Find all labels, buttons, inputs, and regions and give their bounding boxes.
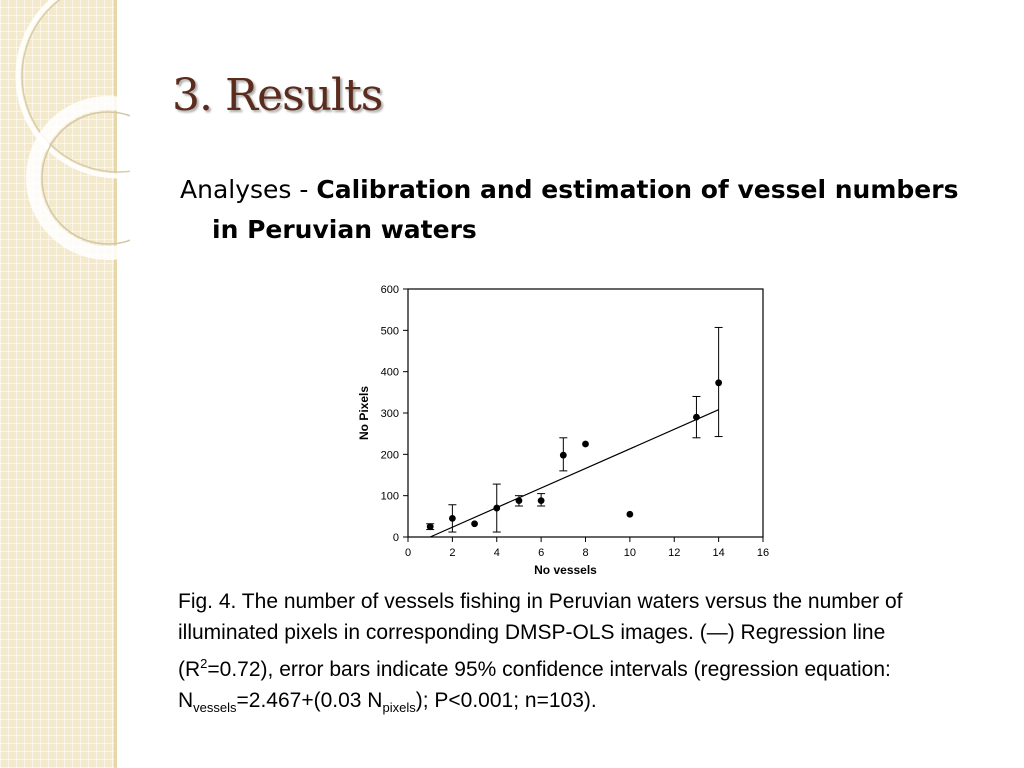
y-tick-label: 200 <box>381 449 399 461</box>
x-axis-label: No vessels <box>534 563 597 577</box>
data-point <box>715 379 723 387</box>
x-tick-label: 0 <box>405 547 411 559</box>
caption-vessels-subscript: vessels <box>193 700 237 716</box>
y-tick-label: 500 <box>381 325 399 337</box>
data-point <box>537 497 545 505</box>
data-point <box>626 510 634 518</box>
y-tick-label: 600 <box>381 284 399 296</box>
caption-r2-superscript: 2 <box>200 656 208 671</box>
data-point <box>448 515 456 522</box>
figure-caption: Fig. 4. The number of vessels fishing in… <box>178 586 968 723</box>
regression-line <box>429 409 719 538</box>
data-point <box>559 451 567 459</box>
data-point <box>493 504 501 512</box>
data-point <box>471 520 478 528</box>
x-tick-label: 8 <box>582 547 588 559</box>
slide-subtitle: Analyses - Calibration and estimation of… <box>180 170 972 250</box>
data-point <box>426 523 434 531</box>
y-tick-label: 300 <box>381 408 399 420</box>
subtitle-bold: Calibration and estimation of vessel num… <box>212 175 959 244</box>
data-point <box>693 413 700 421</box>
x-tick-label: 10 <box>624 547 636 559</box>
scatter-chart: 0 2 4 6 8 10 12 14 16 0 100 200 300 400 500 600 No vesse… <box>357 284 769 577</box>
y-axis-label: No Pixels <box>357 386 371 440</box>
x-tick-label: 4 <box>494 547 500 559</box>
caption-text-4: ); P<0.001; n=103). <box>415 689 597 712</box>
decorative-rings <box>15 0 130 260</box>
caption-text-3: =2.467+(0.03 N <box>236 689 383 712</box>
slide-title: 3. Results <box>172 70 383 121</box>
x-tick-label: 14 <box>713 547 725 559</box>
x-tick-label: 16 <box>757 547 769 559</box>
y-tick-label: 0 <box>393 532 399 544</box>
y-tick-label: 400 <box>381 367 399 379</box>
subtitle-prefix: Analyses - <box>180 175 317 204</box>
caption-pixels-subscript: pixels <box>382 700 416 716</box>
caption-text-1: Fig. 4. The number of vessels fishing in… <box>178 590 903 681</box>
caption-text-2: =0.72), error bars indicate 95% confiden… <box>178 658 891 712</box>
side-band-edge <box>114 0 117 768</box>
data-point <box>582 440 589 448</box>
x-tick-label: 6 <box>538 547 544 559</box>
x-tick-label: 2 <box>449 547 455 559</box>
x-tick-label: 12 <box>668 547 680 559</box>
data-point <box>515 497 523 505</box>
y-tick-label: 100 <box>381 491 399 503</box>
